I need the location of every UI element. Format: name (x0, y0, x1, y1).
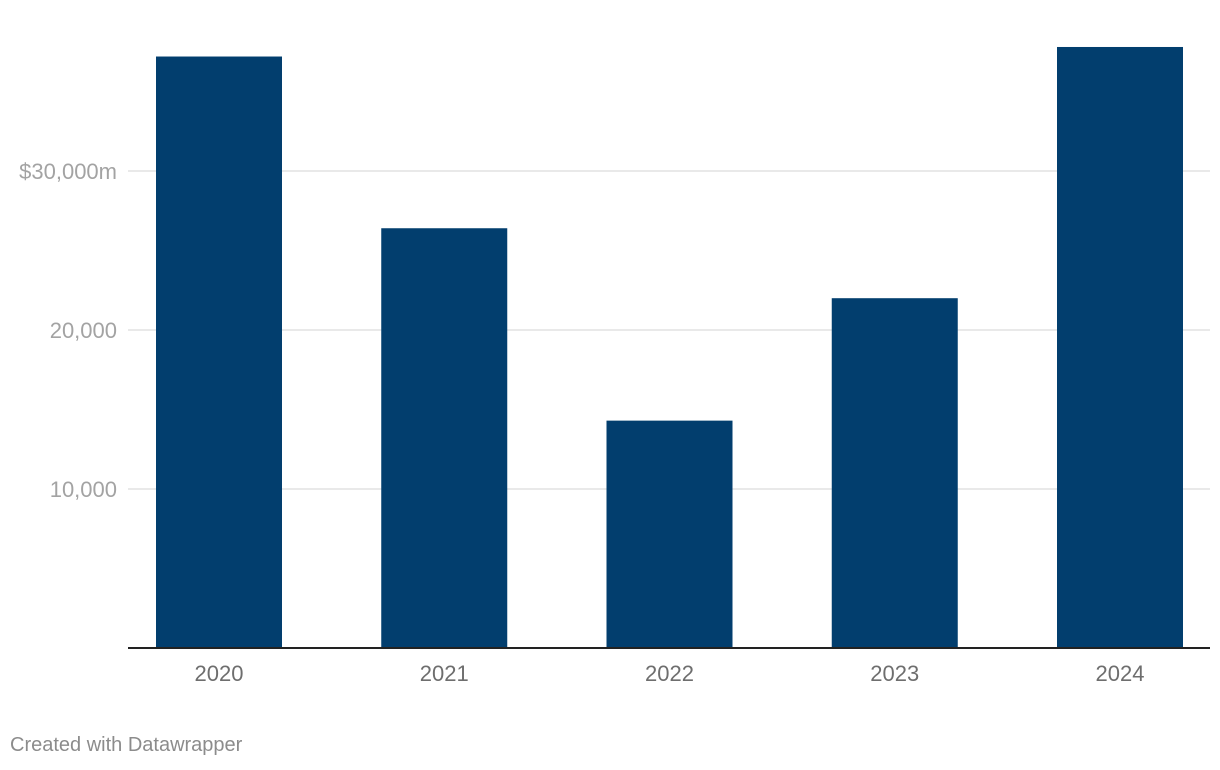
bar-2021 (381, 228, 508, 649)
bar-2022 (606, 420, 733, 648)
credit-text: Created with Datawrapper (10, 734, 243, 756)
y-tick-label: 10,000 (50, 477, 117, 502)
x-tick-label: 2023 (870, 661, 919, 686)
bar-2020 (156, 56, 282, 648)
y-tick-label: $30,000m (19, 159, 117, 184)
x-tick-label: 2020 (195, 661, 244, 686)
x-tick-label: 2024 (1096, 661, 1145, 686)
x-tick-label: 2022 (645, 661, 694, 686)
bar-2024 (1057, 46, 1183, 649)
bar-2023 (831, 298, 958, 648)
x-tick-label: 2021 (420, 661, 469, 686)
labels: 10,000 20,000 $30,000m 2020 2021 2022 2023 2024 (19, 159, 1144, 686)
y-tick-label: 20,000 (50, 318, 117, 343)
bars (156, 46, 1183, 649)
bar-chart: 10,000 20,000 $30,000m 2020 2021 2022 2023 2024 (19, 46, 1210, 686)
